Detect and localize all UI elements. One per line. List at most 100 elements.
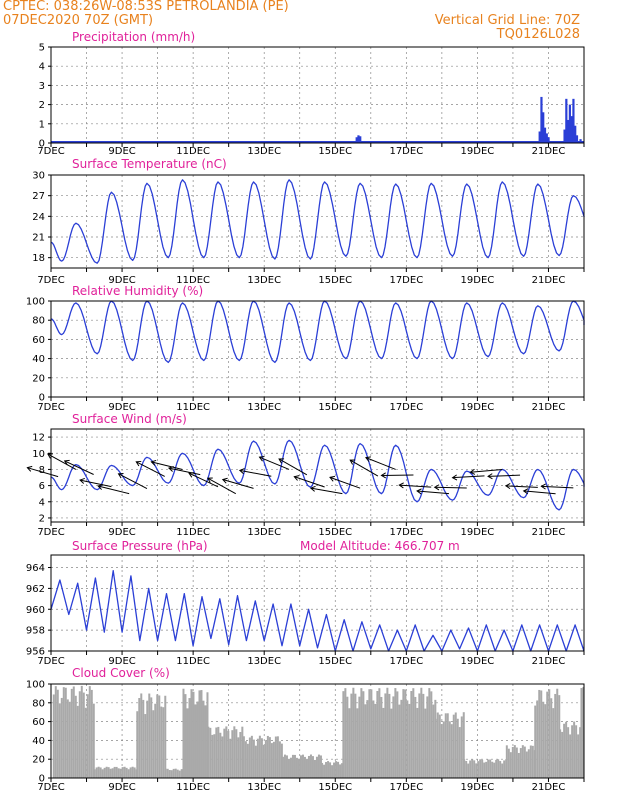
precip-bar xyxy=(355,137,358,143)
x-tick-label: 9DEC xyxy=(108,656,135,667)
cloud-bar xyxy=(127,769,130,778)
cloud-bar xyxy=(509,752,512,778)
cloud-bar xyxy=(467,763,470,778)
cloud-bar xyxy=(140,693,143,778)
x-tick-label: 17DEC xyxy=(389,275,423,286)
precip-bar xyxy=(547,137,550,143)
cloud-bar xyxy=(211,734,214,778)
x-tick-label: 19DEC xyxy=(461,656,495,667)
cloud-bar xyxy=(548,689,551,778)
cloud-bar xyxy=(469,760,472,778)
cloud-bar xyxy=(305,759,308,778)
cloud-bar xyxy=(148,693,151,778)
cloud-bar xyxy=(521,745,524,778)
pressure-line xyxy=(50,570,585,652)
x-tick-label: 9DEC xyxy=(108,275,135,286)
header-datetime: 07DEC2020 70Z (GMT) xyxy=(3,13,154,28)
cloud-bar xyxy=(352,687,355,778)
x-tick-label: 19DEC xyxy=(461,146,495,157)
precip-bar xyxy=(543,127,547,143)
wind-arrow xyxy=(118,473,148,489)
cloud-bar xyxy=(473,760,476,778)
cloud-bar xyxy=(546,691,549,778)
precip-bar xyxy=(542,112,545,143)
wind-arrow xyxy=(294,476,325,488)
cloud-bar xyxy=(252,739,255,778)
cloud-bar xyxy=(392,696,395,778)
x-tick-label: 15DEC xyxy=(318,275,352,286)
wind-arrow xyxy=(27,467,59,478)
cloud-bar xyxy=(225,726,228,778)
cloud-bar xyxy=(495,759,498,778)
wind-arrow-head xyxy=(293,475,300,481)
cloud-bar xyxy=(248,737,251,778)
cloud-bar xyxy=(262,744,265,778)
y-tick-label: 100 xyxy=(26,297,45,308)
cloud-bar xyxy=(559,729,562,778)
cloud-bar xyxy=(97,766,100,778)
cloud-bar xyxy=(462,712,465,778)
cloud-bar xyxy=(428,688,431,778)
wind-arrow xyxy=(505,485,538,488)
header-code: TQ0126L028 xyxy=(496,27,580,42)
precip-bar xyxy=(545,133,548,143)
cloud-bar xyxy=(450,724,453,778)
cloud-bar xyxy=(315,756,318,778)
y-tick-label: 962 xyxy=(26,584,45,595)
cloud-bar xyxy=(527,749,530,778)
cloud-bar xyxy=(376,691,379,778)
x-tick-label: 7DEC xyxy=(37,656,64,667)
cloud-bar xyxy=(501,763,504,778)
cloud-bar xyxy=(327,761,330,778)
cloud-bar xyxy=(99,767,102,778)
cloud-bar xyxy=(109,768,112,778)
cloud-bar xyxy=(156,694,159,778)
cloud-bar xyxy=(182,688,185,778)
cloud-bar xyxy=(204,705,207,778)
cloud-bar xyxy=(146,700,149,778)
x-tick-label: 21DEC xyxy=(532,782,566,793)
y-tick-label: 958 xyxy=(26,626,45,637)
cloud-bar xyxy=(93,769,96,778)
cloud-bar xyxy=(575,725,578,778)
cloud-bar xyxy=(410,691,413,778)
cloud-bar xyxy=(384,693,387,778)
y-tick-label: 60 xyxy=(32,335,45,346)
cloud-bar xyxy=(180,769,183,778)
cloud-bar xyxy=(90,689,93,778)
cloud-bar xyxy=(356,708,359,778)
panel-4: Surface Wind (m/s) 2 4 6 8 10 12 7DEC 9DEC 11DEC 1… xyxy=(26,412,585,538)
wind-arrow-head xyxy=(26,465,33,472)
wind-arrow xyxy=(47,453,77,470)
x-tick-label: 11DEC xyxy=(176,527,210,538)
wind-arrow-head xyxy=(451,474,458,481)
cloud-bar xyxy=(536,700,539,778)
cloud-bar xyxy=(144,714,147,778)
cloud-bar xyxy=(561,731,564,778)
cloud-bar xyxy=(229,738,232,778)
cloud-bar xyxy=(525,751,528,778)
cloud-bar xyxy=(233,726,236,778)
wind-arrow-head xyxy=(167,465,174,472)
cloud-bar xyxy=(270,743,273,778)
cloud-bar xyxy=(436,712,439,778)
cloud-bar xyxy=(166,768,169,778)
cloud-bar xyxy=(111,768,114,778)
cloud-bar xyxy=(258,735,261,778)
cloud-bar xyxy=(138,698,141,778)
cloud-bar xyxy=(190,689,193,778)
cloud-bar xyxy=(76,705,79,778)
precip-bar xyxy=(567,119,570,143)
x-tick-label: 19DEC xyxy=(461,275,495,286)
y-tick-label: 3 xyxy=(39,81,45,92)
y-tick-label: 20 xyxy=(32,755,45,766)
y-tick-label: 12 xyxy=(32,433,45,444)
precip-bar xyxy=(565,98,568,143)
wind-arrow-head xyxy=(309,485,316,492)
x-tick-label: 9DEC xyxy=(108,782,135,793)
wind-arrow-head xyxy=(150,459,157,466)
wind-arrow xyxy=(168,467,201,476)
wind-arrow-head xyxy=(398,482,404,489)
x-tick-label: 13DEC xyxy=(247,656,281,667)
